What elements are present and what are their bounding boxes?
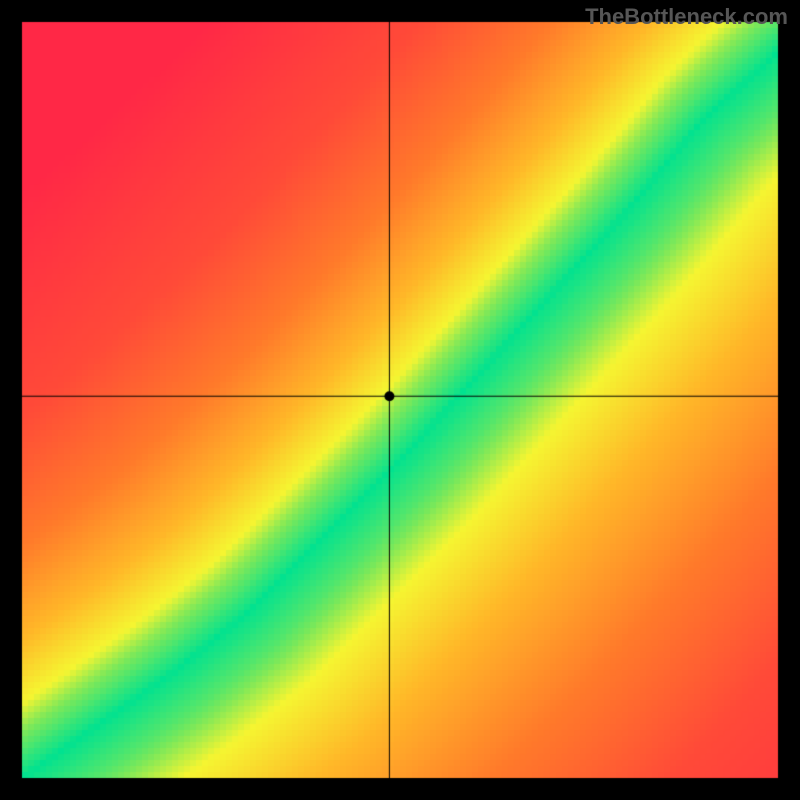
watermark-text: TheBottleneck.com — [585, 4, 788, 30]
bottleneck-heatmap — [0, 0, 800, 800]
